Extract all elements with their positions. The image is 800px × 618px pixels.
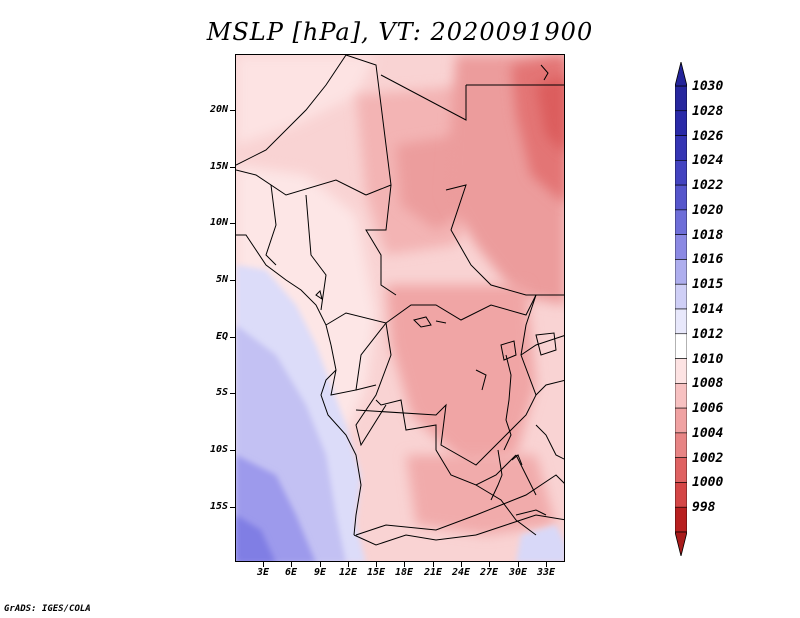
x-label-6e: 6E [284, 567, 298, 578]
colorbar-bottom-arrow [675, 531, 687, 556]
colorbar-top-arrow [675, 62, 687, 87]
lakes [315, 64, 557, 516]
chart-title: MSLP [hPa], VT: 2020091900 [206, 18, 594, 46]
colorbar-swatch-1028 [675, 110, 687, 136]
field-se-blue [516, 525, 564, 561]
colorbar-label-1026: 1026 [692, 128, 724, 144]
x-tick [263, 562, 264, 567]
colorbar-label-1008: 1008 [692, 376, 724, 392]
colorbar-swatch-1030 [675, 85, 687, 112]
colorbar-label-1006: 1006 [692, 401, 724, 417]
y-tick [230, 280, 235, 281]
ocean-deepest [236, 515, 276, 561]
colorbar-swatch-1002 [675, 457, 687, 483]
y-label-15n: 15N [209, 161, 228, 172]
colorbar-swatch-1026 [675, 135, 687, 161]
colorbar-label-1016: 1016 [692, 252, 724, 268]
colorbar-swatch-1014 [675, 308, 687, 335]
y-label-20n: 20N [209, 104, 228, 115]
x-tick [404, 562, 405, 567]
x-label-3e: 3E [256, 567, 270, 578]
colorbar [675, 62, 687, 556]
field-sudan-core [536, 75, 564, 153]
pressure-map[interactable] [235, 54, 565, 562]
y-tick [230, 450, 235, 451]
colorbar-swatch-1016 [675, 259, 687, 285]
colorbar-swatch-1018 [675, 234, 687, 260]
x-tick [489, 562, 490, 567]
colorbar-swatch-1015 [675, 283, 687, 310]
colorbar-label-1018: 1018 [692, 227, 724, 243]
colorbar-label-1012: 1012 [692, 326, 724, 342]
y-label-10n: 10N [209, 217, 228, 228]
colorbar-swatch-1010 [675, 358, 687, 384]
y-tick [230, 507, 235, 508]
x-tick [291, 562, 292, 567]
grads-credit: GrADS: IGES/COLA [4, 604, 91, 614]
colorbar-swatch-1006 [675, 407, 687, 434]
x-label-15e: 15E [366, 567, 386, 578]
colorbar-swatch-998 [675, 506, 687, 533]
colorbar-label-1002: 1002 [692, 450, 724, 466]
colorbar-label-1028: 1028 [692, 103, 724, 119]
colorbar-label-998: 998 [692, 500, 716, 516]
colorbar-swatch-1004 [675, 432, 687, 458]
colorbar-label-1030: 1030 [692, 79, 724, 94]
x-label-30e: 30E [508, 567, 528, 578]
x-label-24e: 24E [451, 567, 471, 578]
colorbar-swatch-1012 [675, 333, 687, 359]
colorbar-label-1020: 1020 [692, 202, 724, 218]
colorbar-swatch-1000 [675, 482, 687, 508]
x-label-27e: 27E [479, 567, 499, 578]
y-label-eq: EQ [215, 331, 228, 342]
y-tick [230, 393, 235, 394]
x-tick [348, 562, 349, 567]
x-label-18e: 18E [394, 567, 414, 578]
colorbar-swatch-1022 [675, 184, 687, 211]
x-tick [461, 562, 462, 567]
country-borders [236, 55, 564, 546]
colorbar-label-1010: 1010 [692, 351, 724, 367]
field-north-light [236, 55, 376, 145]
x-label-33e: 33E [536, 567, 556, 578]
x-label-9e: 9E [313, 567, 327, 578]
colorbar-label-1004: 1004 [692, 425, 724, 441]
colorbar-label-1014: 1014 [692, 302, 724, 317]
colorbar-label-1024: 1024 [692, 153, 724, 169]
colorbar-swatch-1024 [675, 160, 687, 186]
y-tick [230, 337, 235, 338]
x-tick [518, 562, 519, 567]
x-label-12e: 12E [338, 567, 358, 578]
field-southern [406, 455, 556, 535]
colorbar-label-1015: 1015 [692, 277, 724, 293]
y-label-15s: 15S [209, 501, 228, 512]
y-label-5n: 5N [215, 274, 228, 285]
map-svg [236, 55, 564, 561]
field-congo [386, 285, 536, 465]
y-tick [230, 223, 235, 224]
colorbar-swatch-1020 [675, 209, 687, 235]
x-tick [546, 562, 547, 567]
colorbar-label-1000: 1000 [692, 475, 724, 491]
y-tick [230, 167, 235, 168]
x-label-21e: 21E [423, 567, 443, 578]
x-tick [320, 562, 321, 567]
y-label-5s: 5S [215, 387, 228, 398]
x-tick [376, 562, 377, 567]
x-tick [433, 562, 434, 567]
colorbar-swatch-1008 [675, 383, 687, 409]
colorbar-label-1022: 1022 [692, 178, 724, 194]
y-tick [230, 110, 235, 111]
y-label-10s: 10S [209, 444, 228, 455]
